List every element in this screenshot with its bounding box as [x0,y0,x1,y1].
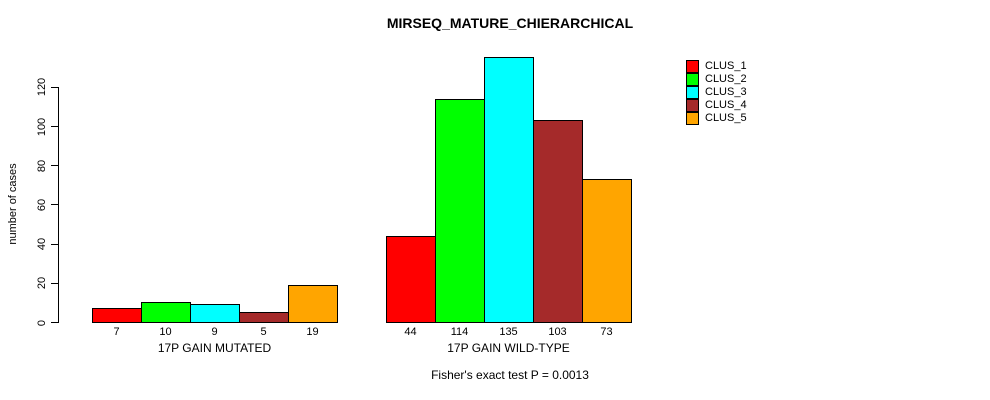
y-axis-label: number of cases [7,163,19,245]
legend-swatch-icon [686,73,699,86]
legend-label: CLUS_5 [705,112,747,124]
legend-label: CLUS_1 [705,60,747,72]
y-axis-tick-label: 40 [36,237,48,251]
bar-value-label: 103 [548,326,567,338]
legend: CLUS_1 CLUS_2 CLUS_3 CLUS_4 CLUS_5 [686,60,747,125]
bar-value-label: 19 [306,326,319,338]
bar-clus_1-group2 [386,236,436,323]
legend-row-clus_2: CLUS_2 [686,73,747,86]
y-axis-tick-label: 80 [36,159,48,172]
bar-clus_5-group1 [288,285,338,323]
bar-value-label: 114 [450,326,469,338]
bar-clus_1-group1 [92,308,142,323]
legend-label: CLUS_2 [705,73,747,85]
legend-row-clus_3: CLUS_3 [686,86,747,99]
y-axis-tick-label: 0 [36,319,48,326]
legend-row-clus_5: CLUS_5 [686,112,747,125]
bar-clus_3-group1 [190,304,240,323]
y-axis-tick [51,322,58,323]
subtitle-text: Fisher's exact test P = 0.0013 [431,368,589,382]
bar-clus_2-group1 [141,302,191,323]
legend-swatch-icon [686,86,699,99]
bar-clus_5-group2 [582,179,632,323]
legend-swatch-icon [686,60,699,73]
y-axis-tick [51,243,58,245]
y-axis-tick-label: 100 [36,117,48,136]
group-label: 17P GAIN MUTATED [157,341,272,355]
y-axis-line [58,86,59,323]
legend-swatch-icon [686,112,699,125]
y-axis-tick [51,165,58,167]
y-axis-tick [51,126,58,127]
y-axis-tick-label: 120 [36,78,48,97]
y-axis-tick-label: 60 [36,198,48,212]
bar-clus_4-group2 [533,120,583,323]
legend-label: CLUS_4 [705,99,747,111]
y-axis-tick-label: 20 [36,277,48,290]
legend-row-clus_1: CLUS_1 [686,60,747,73]
bar-value-label: 73 [600,326,613,338]
bar-value-label: 44 [404,326,417,338]
y-axis-tick [51,282,58,284]
bar-clus_4-group1 [239,312,289,323]
bar-value-label: 10 [159,326,172,338]
y-axis-tick [51,86,58,88]
legend-label: CLUS_3 [705,86,747,98]
bar-value-label: 135 [499,326,518,338]
chart-title: MIRSEQ_MATURE_CHIERARCHICAL [386,15,634,31]
bar-clus_3-group2 [484,57,534,323]
group-label: 17P GAIN WILD-TYPE [447,341,570,355]
legend-swatch-icon [686,99,699,112]
bar-value-label: 7 [113,326,120,338]
bar-value-label: 5 [260,326,267,338]
y-axis-tick [51,204,58,206]
legend-row-clus_4: CLUS_4 [686,99,747,112]
bar-clus_2-group2 [435,99,485,323]
bar-value-label: 9 [211,326,218,338]
